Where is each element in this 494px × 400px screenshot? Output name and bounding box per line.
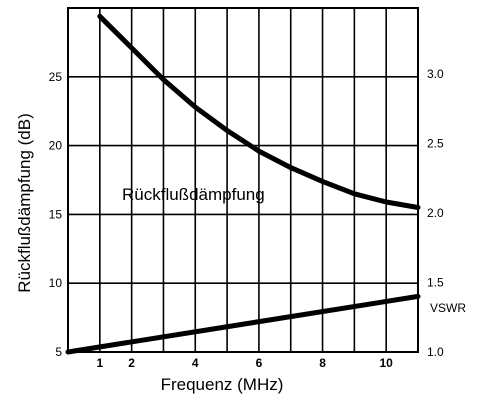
- tick-labels: 5 10 15 20 25 1.0 1.5 2.0 2.5 3.0 1 2 4 6 8 10: [49, 67, 444, 370]
- curves: [65, 13, 421, 355]
- vswr-label: VSWR: [430, 301, 466, 315]
- x-tick-label: 4: [192, 356, 199, 370]
- series-line-rueckflussdaempfung: [97, 13, 421, 210]
- y2-tick-label: 2.0: [427, 206, 444, 220]
- x-axis-label: Frequenz (MHz): [161, 375, 284, 394]
- x-tick-label: 2: [128, 356, 135, 370]
- grid: [67, 7, 419, 353]
- y2-tick-label: 1.5: [427, 276, 444, 290]
- y2-tick-label: 1.0: [427, 345, 444, 359]
- x-tick-label: 8: [319, 356, 326, 370]
- curve-annotation: Rückflußdämpfung: [122, 185, 265, 204]
- plot-frame: [67, 7, 419, 353]
- y-tick-label: 15: [49, 207, 63, 221]
- x-tick-label: 6: [256, 356, 263, 370]
- x-tick-label: 1: [96, 356, 103, 370]
- y-axis-label: Rückflußdämpfung (dB): [15, 113, 34, 293]
- series-line-vswr: [65, 293, 421, 355]
- y2-tick-label: 3.0: [427, 67, 444, 81]
- y-tick-label: 10: [49, 276, 63, 290]
- y-tick-label: 20: [49, 139, 63, 153]
- y-tick-label: 5: [55, 345, 62, 359]
- x-tick-label: 10: [380, 356, 394, 370]
- y-tick-label: 25: [49, 70, 63, 84]
- y2-tick-label: 2.5: [427, 137, 444, 151]
